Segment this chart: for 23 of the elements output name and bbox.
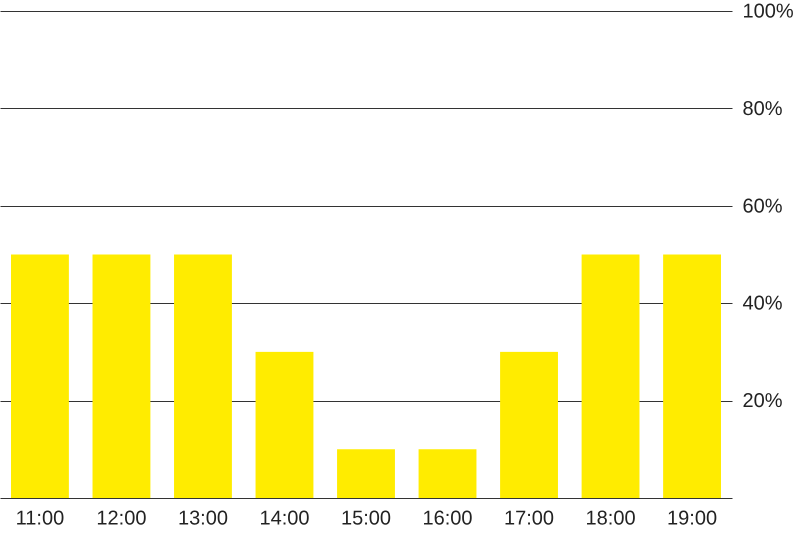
x-tick-label: 11:00 [16,508,64,530]
y-tick-label: 20% [742,390,783,412]
x-tick-label: 18:00 [586,508,636,530]
x-tick-label: 16:00 [422,508,473,530]
bar [500,352,558,498]
x-tick-label: 14:00 [259,508,310,530]
bar [11,254,69,498]
bar [663,254,721,498]
bar [337,449,395,498]
x-tick-label: 15:00 [340,508,392,530]
x-tick-label: 12:00 [96,508,146,530]
bar [582,254,640,498]
bar [174,254,232,498]
y-tick-label: 60% [742,195,783,218]
x-tick-label: 13:00 [178,508,228,530]
bar [92,254,150,498]
bar [418,449,476,498]
x-tick-label: 19:00 [667,508,718,530]
x-tick-label: 17:00 [504,508,554,530]
bar [256,352,314,498]
y-tick-label: 80% [742,98,783,120]
y-tick-label: 40% [742,292,783,315]
y-tick-label: 100% [742,0,794,22]
